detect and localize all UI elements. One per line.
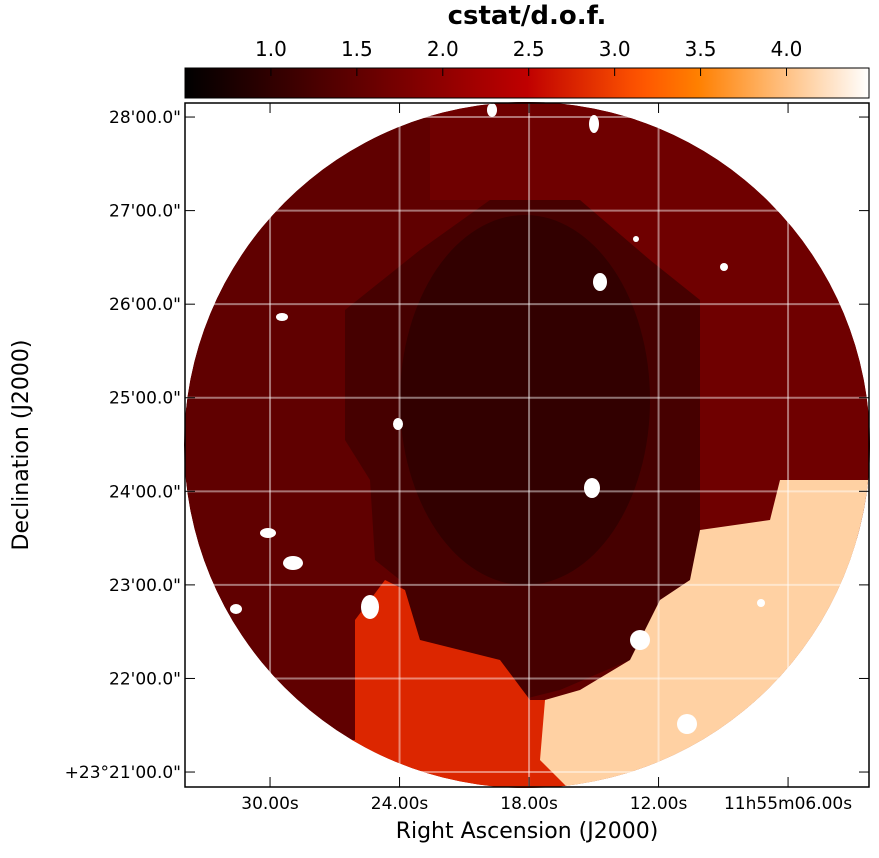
- y-tick-label: 27'00.0": [109, 202, 181, 222]
- colorbar-tick-label: 1.0: [255, 37, 287, 61]
- colorbar-tick-label: 3.0: [599, 37, 631, 61]
- region: [330, 580, 570, 788]
- region: [400, 215, 650, 585]
- region: [430, 102, 870, 540]
- colorbar-title: cstat/d.o.f.: [448, 1, 607, 31]
- colorbar-tick-label: 2.5: [513, 37, 545, 61]
- y-tick-label: 23'00.0": [109, 576, 181, 596]
- colorbar-tick-label: 3.5: [685, 37, 717, 61]
- x-tick-label: 12.00s: [630, 794, 688, 814]
- masked-sources: [230, 103, 765, 734]
- y-tick-label: 24'00.0": [109, 482, 181, 502]
- x-axis-label: Right Ascension (J2000): [396, 819, 659, 844]
- y-axis-label: Declination (J2000): [9, 340, 34, 551]
- colorbar-tick-label: 2.0: [427, 37, 459, 61]
- y-tick-label: +23°21'00.0": [65, 763, 181, 783]
- y-tick-label: 25'00.0": [109, 389, 181, 409]
- x-tick-label: 18.00s: [500, 794, 558, 814]
- plot-frame: [184, 102, 870, 788]
- x-tick-label: 24.00s: [371, 794, 429, 814]
- y-tick-label: 22'00.0": [109, 669, 181, 689]
- y-tick-label: 28'00.0": [109, 108, 181, 128]
- map: [184, 102, 870, 788]
- colorbar: [184, 67, 870, 99]
- y-tick-label: 26'00.0": [109, 295, 181, 315]
- colorbar-tick-label: 4.0: [771, 37, 803, 61]
- colorbar-tick-label: 1.5: [341, 37, 373, 61]
- x-tick-label: 11h55m06.00s: [724, 794, 852, 814]
- x-tick-label: 30.00s: [241, 794, 299, 814]
